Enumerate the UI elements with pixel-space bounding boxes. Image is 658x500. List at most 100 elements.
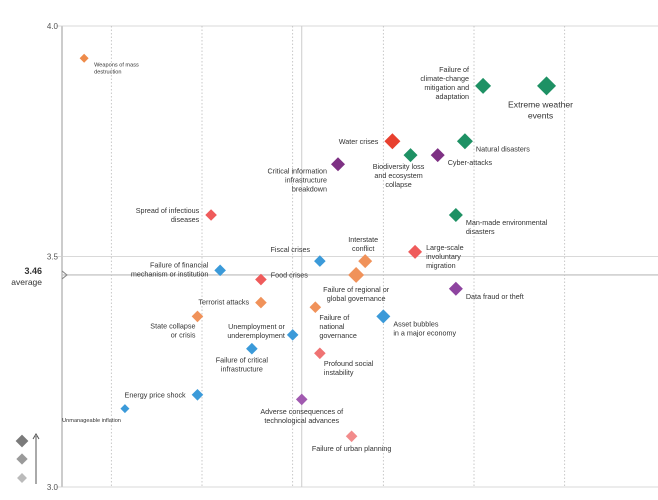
diamond-marker [246,342,258,355]
diamond-marker [348,266,365,283]
diamond-marker [384,133,401,150]
diamond-marker [295,393,308,406]
diamond-marker [456,133,473,150]
legend-size-large [15,434,29,448]
risk-label: Critical information infrastructure breakd… [267,166,327,193]
risk-label: Unemployment or underemployment [227,322,285,340]
risk-label-line: Terrorist attacks [198,298,249,307]
diamond-marker [358,254,373,269]
risk-point: State collapse or crisis [150,310,204,339]
size-legend [15,433,40,484]
risk-label-line: Spread of infectious [136,206,200,215]
risk-label: Water crises [339,137,379,146]
risk-label-line: Water crises [339,137,379,146]
risk-label-line: breakdown [292,184,327,193]
diamond-marker [345,430,358,443]
risk-label: Food crises [271,271,309,280]
arrow-up-icon [32,433,40,440]
risk-label: Data fraud or theft [466,292,524,301]
risk-label-line: Failure of [319,313,349,322]
risk-point: Unmanageable inflation [62,404,130,424]
y-tick-label: 3.5 [47,253,59,262]
data-points: Weapons of mass destruction Failure of clim… [62,53,573,453]
risk-label-line: Adverse consequences of [260,407,343,416]
risk-point: Biodiversity loss and ecosystem collapse [373,148,425,189]
risk-label: Failure of critical infrastructure [216,356,269,374]
diamond-marker [120,404,130,414]
diamond-marker [408,244,423,259]
risk-label: Interstate conflict [348,235,378,253]
risk-label: Failure of national governance [319,313,357,340]
diamond-marker [314,347,326,360]
average-value: 3.46 [24,266,42,276]
risk-label-line: governance [319,331,357,340]
y-axis: 4.0 3.5 3.0 [47,22,59,492]
risk-label: Adverse consequences of technological adv… [260,407,343,425]
legend-size-small [17,473,27,483]
average-label: average [11,277,42,287]
risk-label: State collapse or crisis [150,321,196,339]
risk-label-line: or crisis [171,330,196,339]
risk-label-line: infrastructure [221,365,263,374]
risk-label: Natural disasters [476,144,530,153]
risk-label-line: State collapse [150,321,195,330]
risk-label: Cyber-attacks [448,158,493,167]
risk-label-line: and ecosystem [374,171,422,180]
risk-label-line: Interstate [348,235,378,244]
risk-label-line: Large-scale [426,243,464,252]
risk-label-line: global governance [327,294,386,303]
diamond-marker [403,148,418,163]
risk-point: Unemployment or underemployment [227,322,299,341]
risk-label-line: Unemployment or [228,322,285,331]
risk-label-line: diseases [171,215,200,224]
risk-label: Profound social instability [324,359,374,377]
risk-label-line: Data fraud or theft [466,292,524,301]
risk-label-line: Natural disasters [476,144,530,153]
risk-label-line: migration [426,261,456,270]
risk-point: Interstate conflict [348,235,378,269]
risk-label-line: Man-made environmental [466,218,548,227]
risk-point: Large-scale involuntary migration [408,243,464,270]
risk-label-line: Failure of regional or [323,285,390,294]
risk-label-line: climate-change [420,74,469,83]
risk-point: Extreme weather events [508,76,573,120]
risk-label: Unmanageable inflation [62,418,121,424]
risk-label-line: Extreme weather [508,99,573,109]
risk-label-line: Weapons of mass [94,62,139,68]
y-tick-label: 3.0 [47,483,59,492]
diamond-marker [430,148,445,163]
risk-label-line: Failure of [439,65,469,74]
risk-label: Man-made environmental disasters [466,218,548,236]
risk-label-line: mechanism or institution [131,269,209,278]
risk-point: Failure of regional or global governance [323,266,390,303]
risk-point: Water crises [339,133,401,150]
risk-label: Extreme weather events [508,99,573,120]
risk-label: Large-scale involuntary migration [426,243,464,270]
risk-label: Failure of climate-change mitigation and ad… [420,65,469,101]
risk-label-line: Critical information [267,166,327,175]
diamond-marker [448,281,463,296]
risk-point: Terrorist attacks [198,296,267,309]
risk-point: Natural disasters [456,133,530,153]
risk-label: Spread of infectious diseases [136,206,200,224]
risk-point: Failure of financial mechanism or institu… [131,260,226,278]
risk-label-line: conflict [352,244,374,253]
legend-size-medium [16,453,28,465]
diamond-marker [309,301,322,314]
risk-point: Spread of infectious diseases [136,206,217,224]
risk-label: Failure of financial mechanism or institu… [131,260,209,278]
risk-label: Fiscal crises [271,245,311,254]
diamond-marker [79,53,89,63]
risk-point: Failure of climate-change mitigation and ad… [420,65,492,101]
risk-point: Weapons of mass destruction [79,53,139,75]
y-tick-label: 4.0 [47,22,59,31]
risk-label-line: Unmanageable inflation [62,418,121,424]
diamond-marker [331,157,345,172]
diamond-marker [537,76,557,96]
risk-label-line: destruction [94,69,121,75]
risk-label: Weapons of mass destruction [94,62,139,75]
risk-label: Asset bubbles in a major economy [393,319,456,337]
risk-label-line: Food crises [271,271,309,280]
diamond-marker [376,309,391,324]
